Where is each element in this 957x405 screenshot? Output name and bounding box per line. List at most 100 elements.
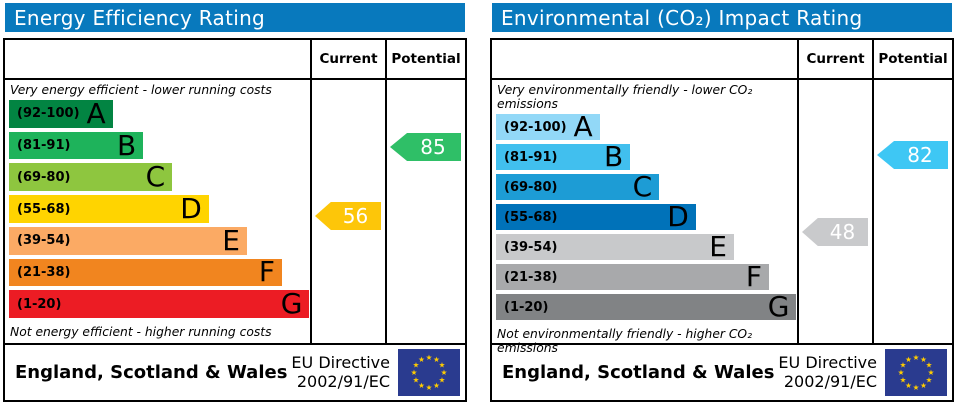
- band-letter: G: [280, 287, 303, 321]
- energy-potential-arrow: 85: [390, 133, 461, 161]
- environmental-bands-header-cell: [492, 40, 797, 78]
- energy-current-header: Current: [310, 40, 385, 78]
- svg-text:★: ★: [926, 376, 933, 385]
- energy-bands-column: Very energy efficient - lower running co…: [5, 80, 310, 343]
- band-letter: D: [180, 192, 202, 226]
- energy-current-arrow: 56: [315, 202, 381, 230]
- eu-directive-line2: 2002/91/EC: [783, 371, 877, 391]
- environmental-band-c: (69-80) C: [496, 170, 660, 203]
- energy-current-value: 56: [342, 204, 369, 228]
- svg-text:★: ★: [433, 355, 440, 364]
- energy-band-d: (55-68) D: [9, 195, 209, 223]
- svg-text:★: ★: [411, 368, 418, 377]
- svg-text:★: ★: [433, 381, 440, 390]
- band-letter: E: [222, 223, 240, 257]
- environmental-impact-panel: Environmental (CO₂) Impact Rating Curren…: [490, 3, 954, 402]
- energy-band-c: (69-80) C: [9, 163, 173, 192]
- svg-text:★: ★: [898, 368, 905, 377]
- svg-text:★: ★: [913, 383, 920, 392]
- band-letter: F: [258, 255, 275, 289]
- environmental-current-arrow: 48: [802, 218, 868, 246]
- svg-text:★: ★: [441, 368, 448, 377]
- svg-text:★: ★: [913, 353, 920, 362]
- energy-band-f: (21-38) F: [9, 255, 282, 289]
- energy-chart-body: Very energy efficient - lower running co…: [5, 80, 465, 343]
- svg-text:★: ★: [920, 381, 927, 390]
- environmental-bottom-label: Not environmentally friendly - higher CO…: [497, 327, 753, 355]
- energy-panel-title: Energy Efficiency Rating: [5, 3, 465, 32]
- eu-directive-label: EU Directive 2002/91/EC: [291, 352, 390, 392]
- energy-potential-column: 85: [385, 80, 465, 343]
- environmental-footer: England, Scotland & Wales EU Directive 2…: [490, 345, 954, 402]
- energy-band-g: (1-20) G: [9, 287, 310, 321]
- environmental-band-g: (1-20) G: [496, 290, 797, 323]
- band-letter: A: [573, 110, 593, 143]
- band-range: (92-100): [504, 119, 567, 135]
- environmental-current-header: Current: [797, 40, 872, 78]
- svg-text:★: ★: [439, 361, 446, 370]
- environmental-potential-arrow: 82: [877, 141, 948, 169]
- svg-text:★: ★: [905, 355, 912, 364]
- region-label: England, Scotland & Wales: [502, 362, 775, 383]
- band-range: (55-68): [17, 201, 71, 217]
- band-letter: C: [632, 170, 653, 203]
- environmental-band-b: (81-91) B: [496, 140, 631, 173]
- environmental-top-label: Very environmentally friendly - lower CO…: [497, 83, 753, 111]
- eu-directive-line2: 2002/91/EC: [296, 371, 390, 391]
- band-letter: A: [86, 96, 106, 130]
- band-letter: F: [745, 260, 762, 293]
- band-range: (55-68): [504, 209, 558, 225]
- energy-column-headers: Current Potential: [5, 40, 465, 80]
- svg-text:★: ★: [900, 361, 907, 370]
- energy-bands-header-cell: [5, 40, 310, 78]
- svg-text:★: ★: [413, 361, 420, 370]
- svg-text:★: ★: [418, 381, 425, 390]
- energy-band-a: (92-100) A: [9, 96, 113, 130]
- svg-text:★: ★: [426, 383, 433, 392]
- environmental-chart-body: Very environmentally friendly - lower CO…: [492, 80, 952, 355]
- environmental-band-e: (39-54) E: [496, 233, 734, 261]
- band-range: (81-91): [17, 138, 71, 154]
- eu-flag-icon: ★ ★ ★ ★ ★ ★ ★ ★ ★ ★ ★ ★: [885, 349, 947, 396]
- environmental-band-d: (55-68) D: [496, 200, 696, 233]
- environmental-column-headers: Current Potential: [492, 40, 952, 80]
- eu-directive-label: EU Directive 2002/91/EC: [778, 352, 877, 392]
- svg-text:★: ★: [900, 376, 907, 385]
- environmental-potential-value: 82: [907, 143, 933, 167]
- band-range: (69-80): [504, 179, 558, 195]
- eu-directive-line1: EU Directive: [778, 352, 877, 372]
- environmental-bands-column: Very environmentally friendly - lower CO…: [492, 80, 797, 355]
- energy-potential-value: 85: [420, 135, 446, 159]
- environmental-potential-column: 82: [872, 80, 952, 343]
- svg-text:★: ★: [426, 353, 433, 362]
- band-letter: B: [603, 140, 624, 173]
- svg-text:★: ★: [418, 355, 425, 364]
- band-range: (39-54): [504, 239, 558, 255]
- energy-band-e: (39-54) E: [9, 223, 247, 257]
- band-range: (69-80): [17, 169, 71, 185]
- band-letter: B: [116, 128, 137, 162]
- energy-band-b: (81-91) B: [9, 128, 144, 162]
- energy-efficiency-panel: Energy Efficiency Rating Current Potenti…: [3, 3, 467, 402]
- environmental-current-value: 48: [829, 220, 856, 244]
- environmental-panel-title: Environmental (CO₂) Impact Rating: [492, 3, 952, 32]
- environmental-band-f: (21-38) F: [496, 260, 769, 293]
- energy-bottom-label: Not energy efficient - higher running co…: [10, 325, 272, 340]
- band-range: (21-38): [504, 269, 558, 285]
- energy-top-label: Very energy efficient - lower running co…: [10, 83, 272, 97]
- energy-current-column: 56: [310, 80, 385, 343]
- band-letter: G: [767, 290, 790, 323]
- eu-directive-line1: EU Directive: [291, 352, 390, 372]
- eu-flag-icon: ★ ★ ★ ★ ★ ★ ★ ★ ★ ★ ★ ★: [398, 349, 460, 396]
- region-label: England, Scotland & Wales: [15, 362, 288, 383]
- environmental-potential-header: Potential: [872, 40, 952, 78]
- svg-text:★: ★: [413, 376, 420, 385]
- band-range: (1-20): [504, 299, 549, 315]
- energy-chart: Current Potential Very energy efficient …: [3, 38, 467, 345]
- svg-text:★: ★: [920, 355, 927, 364]
- band-range: (21-38): [17, 264, 71, 280]
- svg-text:★: ★: [439, 376, 446, 385]
- svg-text:★: ★: [926, 361, 933, 370]
- band-letter: D: [667, 200, 689, 233]
